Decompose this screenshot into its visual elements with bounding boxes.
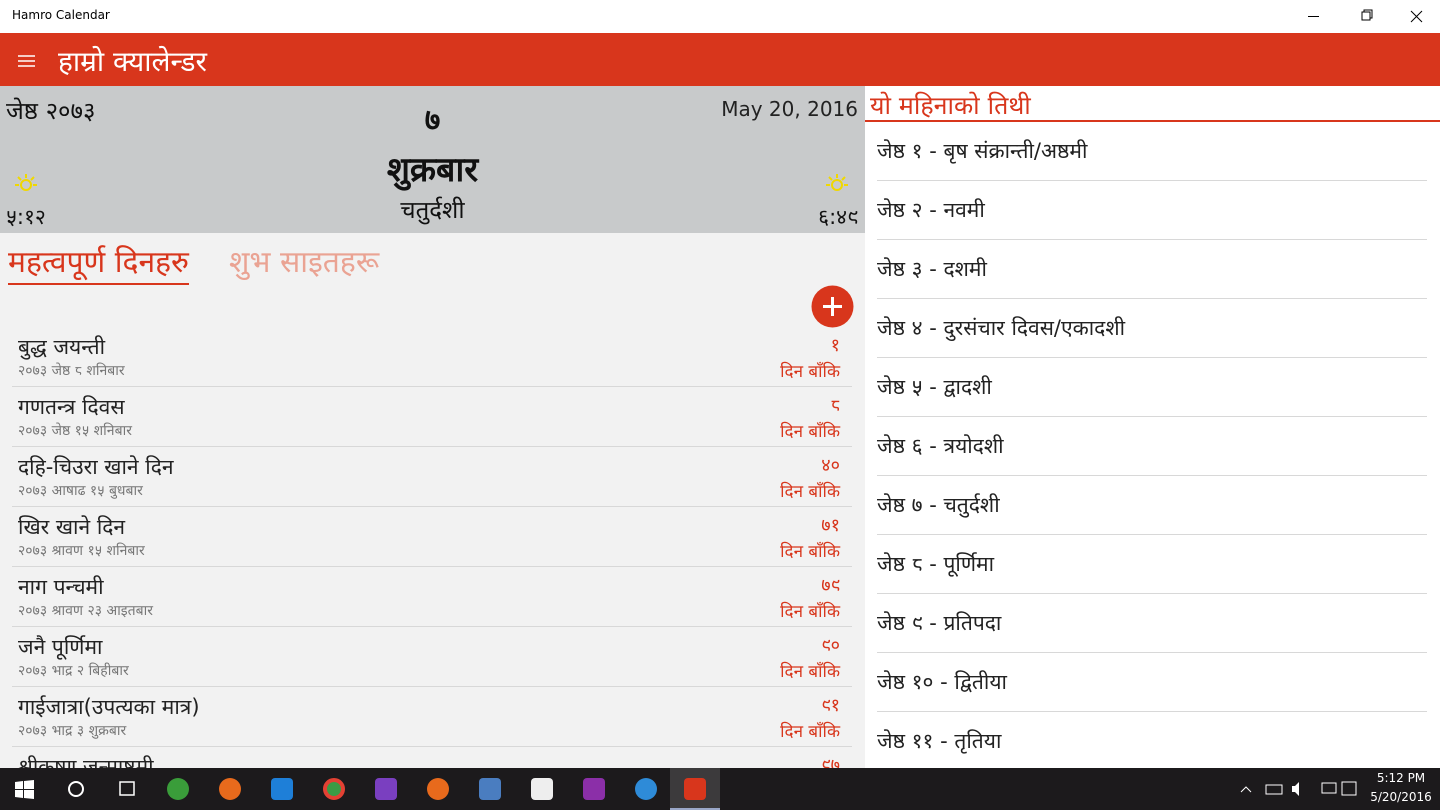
tab-important-days[interactable]: महत्वपूर्ण दिनहरु xyxy=(8,240,189,285)
event-row[interactable]: खिर खाने दिन २०७३ श्रावण १५ शनिबार ७१ दिन ब… xyxy=(12,507,852,567)
close-button[interactable] xyxy=(1410,10,1423,23)
tithi-item[interactable]: जेष्ठ ७ - चतुर्दशी xyxy=(877,476,1427,535)
tithi-item[interactable]: जेष्ठ ५ - द्वादशी xyxy=(877,358,1427,417)
taskbar-app[interactable] xyxy=(583,778,605,800)
events-panel: बुद्ध जयन्ती २०७३ जेष्ठ ८ शनिबार १ दिन बाँक… xyxy=(0,233,865,768)
event-row[interactable]: बुद्ध जयन्ती २०७३ जेष्ठ ८ शनिबार १ दिन बाँक… xyxy=(12,327,852,387)
clock-time: 5:12 PM xyxy=(1376,771,1426,785)
taskbar-app[interactable] xyxy=(684,778,706,800)
taskbar-app[interactable] xyxy=(167,778,189,800)
event-name: जनै पूर्णिमा xyxy=(18,635,103,659)
days-remaining: ७९ xyxy=(821,575,840,596)
event-date: २०७३ भाद्र २ बिहीबार xyxy=(18,663,129,679)
event-row[interactable]: जनै पूर्णिमा २०७३ भाद्र २ बिहीबार ९० दिन बा… xyxy=(12,627,852,687)
event-name: दहि-चिउरा खाने दिन xyxy=(18,455,174,479)
taskbar-app[interactable] xyxy=(427,778,449,800)
days-label: दिन बाँकि xyxy=(780,722,840,742)
sunrise-time: ५:१२ xyxy=(6,205,46,229)
sunrise-icon xyxy=(15,174,37,191)
restore-button[interactable] xyxy=(1361,9,1373,21)
clock-date: 5/20/2016 xyxy=(1370,790,1432,804)
add-button[interactable] xyxy=(811,285,854,328)
event-row[interactable]: श्रीकृष्ण जन्माष्टमी ९७ xyxy=(12,747,852,768)
taskbar-app[interactable] xyxy=(531,778,553,800)
nepali-month: जेष्ठ २०७३ xyxy=(6,97,96,125)
event-row[interactable]: नाग पन्चमी २०७३ श्रावण २३ आइतबार ७९ दिन बाँ… xyxy=(12,567,852,627)
app-title: हाम्रो क्यालेन्डर xyxy=(58,45,207,78)
taskbar-app[interactable] xyxy=(219,778,241,800)
days-remaining: ९० xyxy=(821,635,840,656)
days-label: दिन बाँकि xyxy=(780,542,840,562)
title-underline xyxy=(865,120,1440,122)
tithi-item[interactable]: जेष्ठ ९ - प्रतिपदा xyxy=(877,594,1427,653)
month-tithi-title: यो महिनाको तिथी xyxy=(870,91,1031,120)
days-label: दिन बाँकि xyxy=(780,482,840,502)
tithi-item[interactable]: जेष्ठ ८ - पूर्णिमा xyxy=(877,535,1427,594)
days-remaining: ४० xyxy=(821,455,840,476)
taskbar-app[interactable] xyxy=(479,778,501,800)
days-label: दिन बाँकि xyxy=(780,602,840,622)
event-name: गाईजात्रा(उपत्यका मात्र) xyxy=(18,695,200,719)
tithi-item[interactable]: जेष्ठ १ - बृष संक्रान्ती/अष्ठमी xyxy=(877,122,1427,181)
taskbar-app[interactable] xyxy=(635,778,657,800)
days-label: दिन बाँकि xyxy=(780,422,840,442)
window-controls xyxy=(1308,9,1423,23)
days-remaining: ८ xyxy=(830,395,840,416)
days-remaining: १ xyxy=(830,335,840,356)
tithi-item[interactable]: जेष्ठ १० - द्वितीया xyxy=(877,653,1427,712)
app-bar xyxy=(0,33,1440,86)
event-date: २०७३ जेष्ठ १५ शनिबार xyxy=(18,423,132,439)
tithi-item[interactable]: जेष्ठ ४ - दुरसंचार दिवस/एकादशी xyxy=(877,299,1427,358)
event-date: २०७३ भाद्र ३ शुक्रबार xyxy=(18,723,127,739)
taskbar-app[interactable] xyxy=(375,778,397,800)
hamburger-menu[interactable] xyxy=(17,54,37,68)
event-name: नाग पन्चमी xyxy=(18,575,104,599)
sunset-time: ६:४९ xyxy=(818,205,858,229)
task-view-button[interactable] xyxy=(115,779,139,799)
taskbar-app[interactable] xyxy=(323,778,345,800)
day-number: ७ xyxy=(424,103,441,138)
event-date: २०७३ श्रावण २३ आइतबार xyxy=(18,603,153,619)
event-date: २०७३ जेष्ठ ८ शनिबार xyxy=(18,363,125,379)
event-row[interactable]: दहि-चिउरा खाने दिन २०७३ आषाढ १५ बुधबार ४० द… xyxy=(12,447,852,507)
event-date: २०७३ श्रावण १५ शनिबार xyxy=(18,543,145,559)
system-tray[interactable] xyxy=(1238,779,1363,799)
title-bar xyxy=(0,0,1440,33)
event-name: खिर खाने दिन xyxy=(18,515,126,539)
weekday: शुक्रबार xyxy=(386,150,479,190)
event-name: गणतन्त्र दिवस xyxy=(18,395,125,419)
tithi-item[interactable]: जेष्ठ २ - नवमी xyxy=(877,181,1427,240)
sunset-icon xyxy=(826,174,848,191)
tithi-item[interactable]: जेष्ठ ६ - त्रयोदशी xyxy=(877,417,1427,476)
days-remaining: ९१ xyxy=(821,695,840,716)
event-date: २०७३ आषाढ १५ बुधबार xyxy=(18,483,143,499)
taskbar-app[interactable] xyxy=(271,778,293,800)
today-panel xyxy=(0,86,865,233)
days-label: दिन बाँकि xyxy=(780,362,840,382)
event-name: बुद्ध जयन्ती xyxy=(18,335,106,359)
search-button[interactable] xyxy=(66,779,86,799)
taskbar xyxy=(0,768,1440,810)
event-row[interactable]: गाईजात्रा(उपत्यका मात्र) २०७३ भाद्र ३ शुक… xyxy=(12,687,852,747)
tab-auspicious[interactable]: शुभ साइतहरू xyxy=(229,245,380,280)
tithi-item[interactable]: जेष्ठ ११ - तृतिया xyxy=(877,712,1427,768)
event-row[interactable]: गणतन्त्र दिवस २०७३ जेष्ठ १५ शनिबार ८ दिन बा… xyxy=(12,387,852,447)
english-date: May 20, 2016 xyxy=(721,97,858,121)
days-label: दिन बाँकि xyxy=(780,662,840,682)
event-name: श्रीकृष्ण जन्माष्टमी xyxy=(18,755,154,768)
tithi-list: जेष्ठ १ - बृष संक्रान्ती/अष्ठमी जेष्ठ २ -… xyxy=(865,122,1440,768)
days-remaining: ७१ xyxy=(821,515,840,536)
tithi: चतुर्दशी xyxy=(400,196,465,224)
days-remaining: ९७ xyxy=(821,755,840,768)
tithi-item[interactable]: जेष्ठ ३ - दशमी xyxy=(877,240,1427,299)
window-title: Hamro Calendar xyxy=(12,8,110,22)
start-button[interactable] xyxy=(14,779,36,799)
